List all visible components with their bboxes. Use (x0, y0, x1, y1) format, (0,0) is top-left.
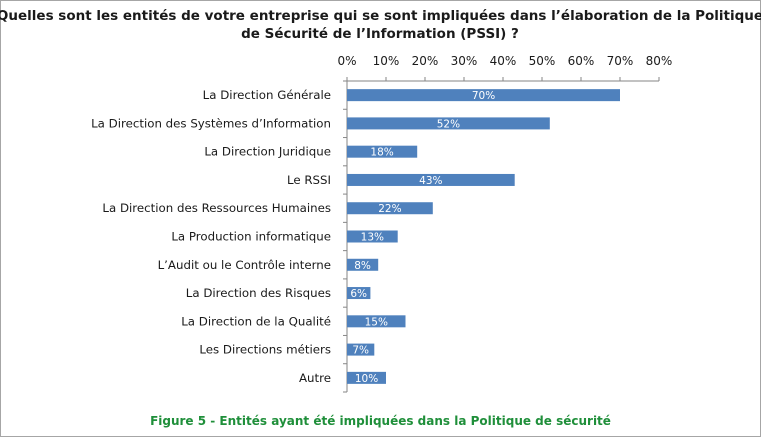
category-label: Autre (299, 371, 331, 385)
data-label: 43% (419, 175, 442, 187)
bar (347, 145, 418, 158)
category-label: Le RSSI (287, 173, 331, 187)
bar (347, 315, 406, 328)
data-label: 8% (354, 260, 371, 272)
data-label: 15% (365, 316, 388, 328)
bar (347, 287, 371, 300)
x-tick-label: 60% (568, 54, 595, 68)
bar (347, 343, 375, 356)
bar (347, 89, 620, 102)
chart-title-line-1: Quelles sont les entités de votre entrep… (0, 8, 761, 24)
category-label: Les Directions métiers (199, 343, 331, 357)
data-label: 10% (355, 373, 378, 385)
data-label: 18% (370, 147, 393, 159)
bar (347, 117, 550, 130)
bar (347, 371, 386, 384)
category-label: La Direction Générale (203, 88, 331, 102)
category-label: L’Audit ou le Contrôle interne (158, 258, 331, 272)
bar (347, 173, 515, 186)
bar (347, 230, 398, 243)
x-tick-label: 70% (607, 54, 634, 68)
bar (347, 202, 433, 215)
x-tick-label: 0% (337, 54, 356, 68)
category-label: La Direction de la Qualité (181, 314, 331, 328)
category-label: La Direction des Ressources Humaines (102, 201, 331, 215)
plot-area: 0% 10% 20% 30% 40% 50% 60% 70% 80% La Direction G… (91, 54, 673, 393)
category-label: La Direction des Risques (186, 286, 331, 300)
x-tick-label: 50% (529, 54, 556, 68)
figure-caption: Figure 5 - Entités ayant été impliquées … (150, 414, 611, 428)
data-label: 6% (350, 288, 367, 300)
x-tick-label: 80% (646, 54, 673, 68)
data-label: 52% (437, 118, 460, 130)
data-label: 13% (361, 232, 384, 244)
data-label: 70% (472, 90, 495, 102)
chart-title-line-2: de Sécurité de l’Information (PSSI) ? (241, 26, 519, 42)
data-label: 7% (352, 345, 369, 357)
bar (347, 258, 379, 271)
data-label: 22% (378, 203, 401, 215)
category-label: La Production informatique (171, 230, 331, 244)
x-tick-label: 30% (451, 54, 478, 68)
x-tick-label: 10% (373, 54, 400, 68)
x-tick-label: 20% (412, 54, 439, 68)
category-label: La Direction des Systèmes d’Information (91, 116, 331, 130)
x-tick-label: 40% (490, 54, 517, 68)
category-label: La Direction Juridique (204, 145, 331, 159)
